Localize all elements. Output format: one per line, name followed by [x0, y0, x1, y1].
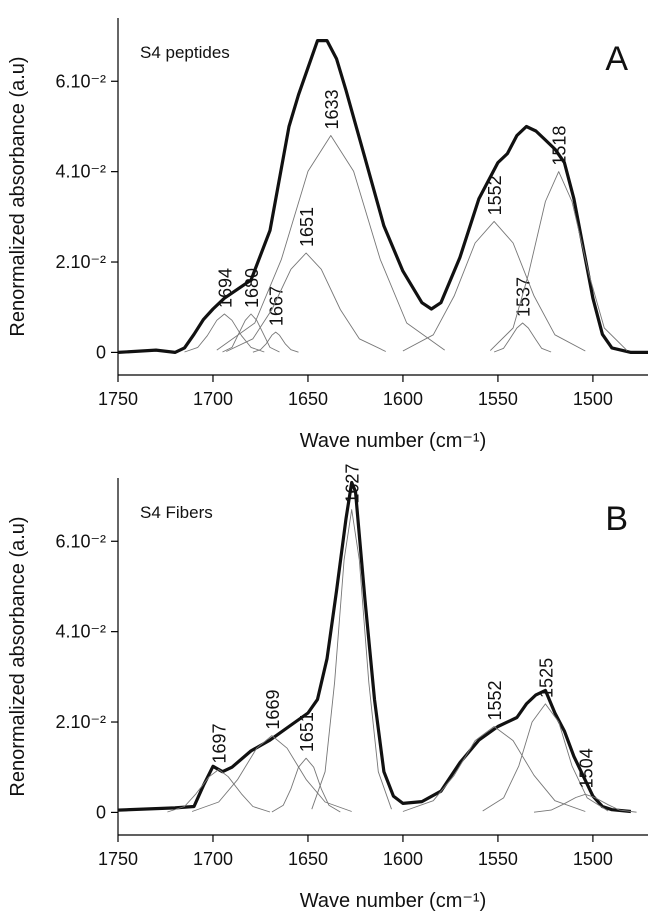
peak-label: 1633 [322, 89, 342, 129]
y-tick-label: 6.10⁻² [55, 71, 106, 91]
x-tick-label: 1650 [288, 849, 328, 869]
peak-label: 1694 [215, 268, 235, 308]
y-axis-label: Renormalized absorbance (a.u) [7, 516, 29, 796]
component-line [489, 171, 628, 351]
component-line [482, 703, 609, 812]
peak-label: 1627 [343, 464, 363, 504]
x-tick-label: 1750 [98, 849, 138, 869]
panel-label: A [605, 40, 628, 78]
component-line [533, 793, 637, 813]
x-tick-label: 1600 [383, 389, 423, 409]
component-line [216, 135, 445, 351]
panel-annotation: S4 peptides [140, 43, 230, 62]
y-tick-label: 0 [96, 802, 106, 822]
component-line [493, 322, 552, 353]
component-line [402, 220, 586, 352]
y-tick-label: 4.10⁻² [55, 162, 106, 182]
x-tick-label: 1700 [193, 849, 233, 869]
spectrum-line [117, 39, 648, 354]
y-axis-label: Renormalized absorbance (a.u) [7, 56, 29, 336]
x-tick-label: 1500 [573, 849, 613, 869]
peak-label: 1525 [536, 658, 556, 698]
x-tick-label: 1550 [478, 389, 518, 409]
peak-label: 1504 [576, 748, 596, 788]
peak-label: 1537 [514, 277, 534, 317]
peak-label: 1518 [550, 126, 570, 166]
component-line [222, 313, 280, 353]
x-tick-label: 1650 [288, 389, 328, 409]
x-tick-label: 1550 [478, 849, 518, 869]
x-tick-label: 1600 [383, 849, 423, 869]
y-tick-label: 2.10⁻² [55, 252, 106, 272]
component-line [226, 252, 386, 352]
peak-label: 1651 [297, 207, 317, 247]
y-tick-label: 6.10⁻² [55, 531, 106, 551]
y-tick-label: 2.10⁻² [55, 712, 106, 732]
x-tick-label: 1750 [98, 389, 138, 409]
component-line [402, 726, 586, 812]
spectrum-line [117, 480, 632, 814]
x-tick-label: 1500 [573, 389, 613, 409]
y-tick-label: 4.10⁻² [55, 622, 106, 642]
peak-label: 1669 [263, 690, 283, 730]
x-axis-label: Wave number (cm⁻¹) [300, 890, 487, 912]
x-tick-label: 1700 [193, 389, 233, 409]
peak-label: 1697 [210, 723, 230, 763]
x-axis-label: Wave number (cm⁻¹) [300, 430, 487, 452]
peak-label: 1680 [242, 268, 262, 308]
component-line [167, 769, 271, 813]
panel-annotation: S4 Fibers [140, 503, 213, 522]
peak-label: 1651 [297, 712, 317, 752]
component-line [191, 735, 352, 812]
panel-label: B [605, 500, 628, 538]
component-line [311, 509, 392, 810]
peak-label: 1667 [267, 286, 287, 326]
peak-label: 1552 [485, 680, 505, 720]
component-line [252, 331, 299, 353]
component-line [271, 757, 341, 813]
component-line [184, 313, 265, 353]
y-tick-label: 0 [96, 342, 106, 362]
peak-label: 1552 [485, 175, 505, 215]
